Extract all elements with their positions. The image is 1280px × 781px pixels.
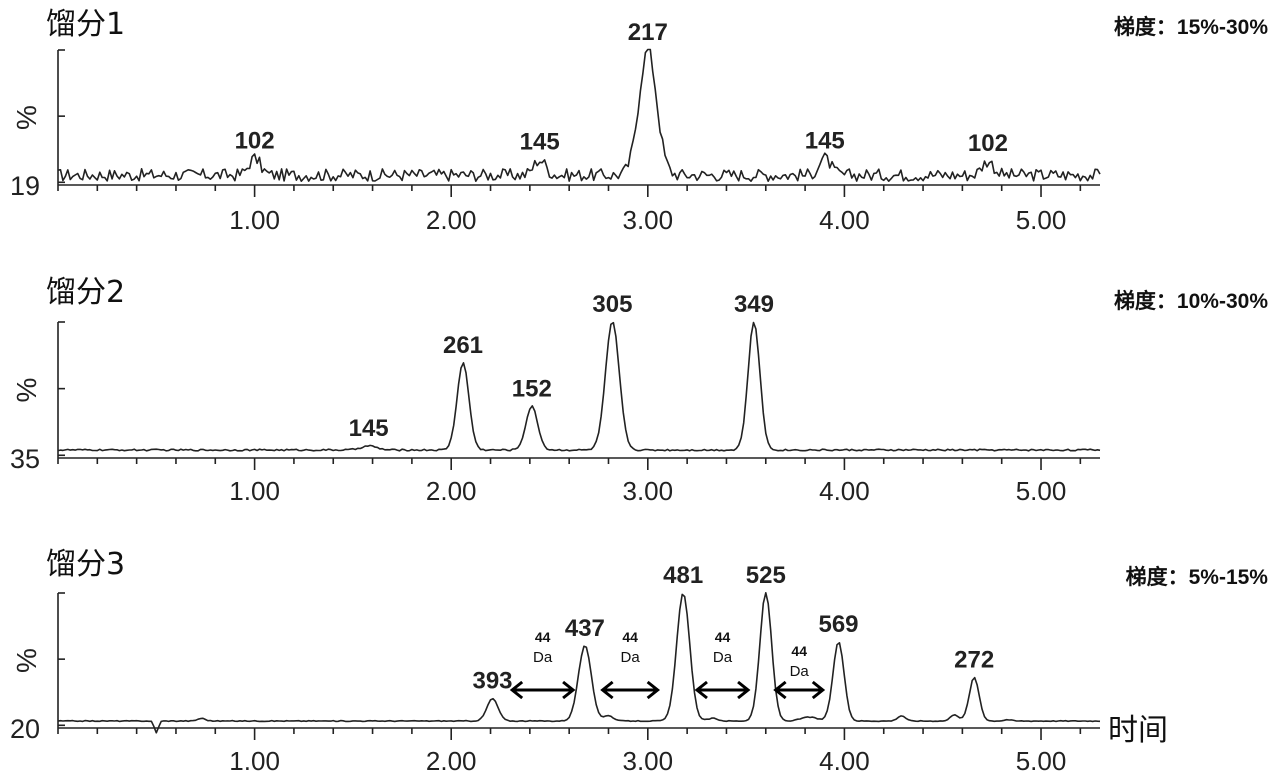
peak-label: 102 bbox=[235, 127, 275, 154]
x-tick-label: 1.00 bbox=[229, 746, 280, 776]
mass-difference-arrow bbox=[773, 680, 826, 700]
x-tick-label: 5.00 bbox=[1016, 746, 1067, 776]
x-tick-label: 4.00 bbox=[819, 746, 870, 776]
x-tick-label: 4.00 bbox=[819, 476, 870, 506]
y-axis-min-label: 19 bbox=[10, 171, 40, 201]
panel-title: 馏分1 bbox=[46, 7, 125, 42]
mass-difference-unit: Da bbox=[790, 663, 810, 680]
fraction-3-panel: 馏分3 梯度：5%-15%% 20 1.00 2.00 3.00 4.00 5.00 393 43… bbox=[10, 547, 1268, 776]
peak-label: 349 bbox=[734, 291, 774, 318]
y-axis-label: % bbox=[11, 378, 42, 403]
gradient-label: 梯度：15%-30% bbox=[1114, 15, 1268, 39]
mass-difference-unit: Da bbox=[533, 649, 553, 666]
fraction-2-panel: 馏分2 梯度：10%-30%% 35 1.00 2.00 3.00 4.00 5.00 145 2… bbox=[10, 275, 1268, 506]
mass-difference-unit: Da bbox=[621, 649, 641, 666]
gradient-label: 梯度：10%-30% bbox=[1114, 289, 1268, 313]
x-tick-label: 5.00 bbox=[1016, 205, 1067, 235]
gradient-label: 梯度：5%-15% bbox=[1126, 565, 1269, 589]
y-axis-min-label: 20 bbox=[10, 714, 40, 744]
mass-difference-unit: Da bbox=[713, 649, 733, 666]
chromatogram-trace bbox=[57, 321, 1101, 452]
peak-label: 145 bbox=[349, 415, 389, 442]
mass-difference-value: 44 bbox=[622, 629, 638, 645]
peak-label: 437 bbox=[565, 615, 605, 642]
x-tick-label: 1.00 bbox=[229, 205, 280, 235]
peak-label: 272 bbox=[954, 646, 994, 673]
panel-title: 馏分2 bbox=[46, 275, 125, 310]
peak-label: 525 bbox=[746, 562, 786, 589]
peak-label: 152 bbox=[512, 375, 552, 402]
peak-label: 305 bbox=[592, 291, 632, 318]
peak-label: 569 bbox=[818, 611, 858, 638]
y-axis-min-label: 35 bbox=[10, 444, 40, 474]
mass-difference-arrow bbox=[509, 680, 576, 700]
chromatogram-trace bbox=[57, 591, 1101, 734]
x-tick-label: 2.00 bbox=[426, 205, 477, 235]
peak-label: 145 bbox=[520, 129, 560, 156]
x-tick-label: 3.00 bbox=[623, 746, 674, 776]
peak-label: 145 bbox=[805, 127, 845, 154]
mass-difference-value: 44 bbox=[715, 629, 731, 645]
x-tick-label: 5.00 bbox=[1016, 476, 1067, 506]
peak-label: 102 bbox=[968, 130, 1008, 157]
y-axis-label: % bbox=[11, 105, 42, 130]
x-axis-title: 时间 bbox=[1108, 713, 1168, 748]
fraction-1-panel: 馏分1 梯度：15%-30%% 19 1.00 2.00 3.00 4.00 5.00 102 1… bbox=[10, 7, 1268, 235]
mass-difference-arrow bbox=[694, 680, 751, 700]
x-tick-label: 3.00 bbox=[623, 205, 674, 235]
y-axis-label: % bbox=[11, 648, 42, 673]
mass-difference-value: 44 bbox=[535, 629, 551, 645]
x-tick-label: 3.00 bbox=[623, 476, 674, 506]
x-tick-label: 4.00 bbox=[819, 205, 870, 235]
mass-difference-arrow bbox=[600, 680, 661, 700]
x-tick-label: 2.00 bbox=[426, 476, 477, 506]
x-tick-label: 2.00 bbox=[426, 746, 477, 776]
chromatogram-trace bbox=[57, 48, 1101, 182]
panel-title: 馏分3 bbox=[46, 547, 125, 582]
x-tick-label: 1.00 bbox=[229, 476, 280, 506]
peak-label: 261 bbox=[443, 332, 483, 359]
mass-difference-value: 44 bbox=[791, 643, 807, 659]
peak-label: 393 bbox=[472, 668, 512, 695]
peak-label: 481 bbox=[663, 562, 703, 589]
peak-label: 217 bbox=[628, 19, 668, 46]
